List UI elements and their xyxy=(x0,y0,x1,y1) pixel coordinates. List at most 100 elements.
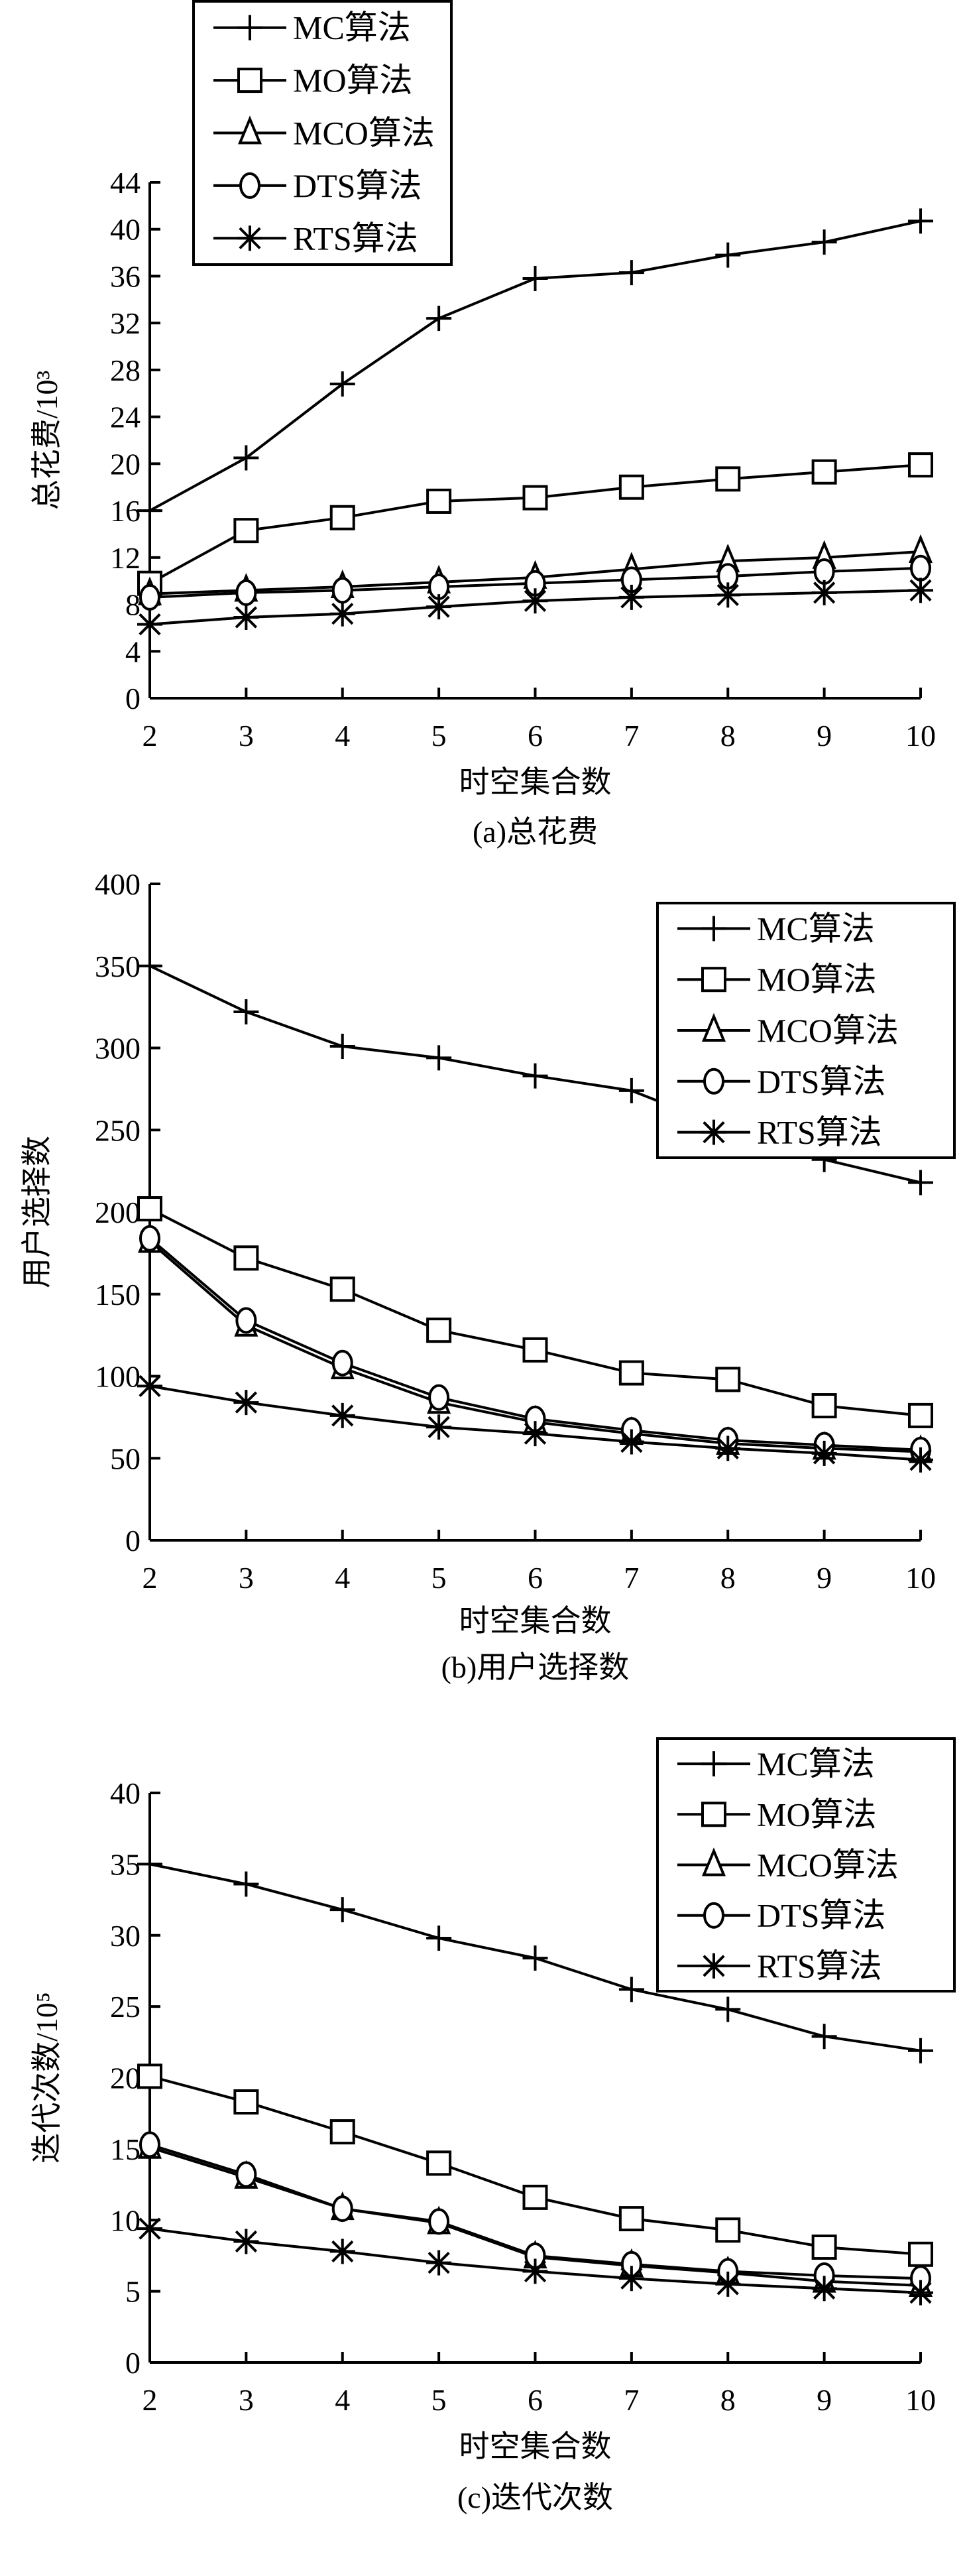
legend-label: DTS算法 xyxy=(293,167,422,204)
data-point-asterisk xyxy=(715,1436,741,1461)
data-point-asterisk xyxy=(233,604,259,630)
series-asterisk xyxy=(137,2216,933,2305)
x-tick-label: 7 xyxy=(624,2383,639,2417)
y-tick-label: 44 xyxy=(110,166,141,200)
data-point-asterisk xyxy=(618,2266,644,2292)
y-tick-label: 0 xyxy=(125,2346,141,2380)
x-tick-label: 9 xyxy=(817,719,832,753)
data-point-square xyxy=(618,1360,644,1386)
data-point-plus xyxy=(329,1034,355,1060)
series-asterisk xyxy=(137,578,933,637)
x-axis-label: 时空集合数 xyxy=(459,765,612,799)
legend-label: MO算法 xyxy=(757,1796,877,1833)
legend-label: RTS算法 xyxy=(757,1114,882,1151)
data-point-asterisk xyxy=(522,1421,548,1447)
y-tick-label: 25 xyxy=(110,1990,141,2024)
legend: MC算法 MO算法 MCO算法 DTS算法 RTS算法 xyxy=(656,1737,956,1993)
data-point-square xyxy=(811,1393,837,1419)
legend-marker-square xyxy=(237,68,262,93)
series-square xyxy=(137,452,933,596)
x-tick-label: 2 xyxy=(142,719,158,753)
legend-item: RTS算法 xyxy=(677,1114,882,1151)
data-point-plus xyxy=(233,445,259,471)
data-point-square xyxy=(715,2217,741,2243)
x-tick-label: 9 xyxy=(817,2383,832,2417)
data-point-asterisk xyxy=(137,2216,162,2242)
x-axis-label: 时空集合数 xyxy=(459,2429,612,2463)
y-tick-label: 36 xyxy=(110,259,141,293)
data-point-square xyxy=(908,452,933,478)
x-tick-label: 3 xyxy=(239,1561,254,1595)
data-point-square xyxy=(329,505,355,530)
data-point-asterisk xyxy=(233,1390,259,1416)
data-point-asterisk xyxy=(522,2258,548,2284)
data-point-square xyxy=(329,2119,355,2145)
x-tick-label: 10 xyxy=(905,2383,936,2417)
data-point-asterisk xyxy=(329,1402,355,1428)
data-point-asterisk xyxy=(137,611,162,637)
legend: MC算法 MO算法 MCO算法 DTS算法 RTS算法 xyxy=(656,902,956,1159)
data-point-asterisk xyxy=(811,580,837,605)
data-point-plus xyxy=(618,1077,644,1103)
x-tick-label: 4 xyxy=(335,2383,350,2417)
data-point-circle xyxy=(235,2161,257,2188)
legend-label: MO算法 xyxy=(293,62,413,99)
y-tick-label: 32 xyxy=(110,306,141,340)
data-point-asterisk xyxy=(426,1414,452,1440)
legend-marker-circle xyxy=(703,1068,724,1095)
y-tick-label: 50 xyxy=(110,1441,141,1475)
data-point-circle xyxy=(139,583,160,611)
data-point-asterisk xyxy=(426,2250,452,2276)
data-point-circle xyxy=(139,2131,160,2158)
data-point-plus xyxy=(233,1871,259,1897)
legend-label: MCO算法 xyxy=(757,1012,899,1049)
y-tick-label: 30 xyxy=(110,1919,141,1953)
x-axis-label: 时空集合数 xyxy=(459,1604,612,1638)
y-tick-label: 8 xyxy=(125,588,141,622)
data-point-plus xyxy=(908,208,933,234)
x-tick-label: 4 xyxy=(335,719,350,753)
data-point-plus xyxy=(522,1945,548,1971)
data-point-plus xyxy=(811,229,837,255)
legend-marker-circle xyxy=(703,1902,724,1929)
data-point-square xyxy=(426,488,452,514)
legend-label: DTS算法 xyxy=(757,1063,885,1100)
legend-item: MO算法 xyxy=(677,1796,877,1833)
y-tick-label: 16 xyxy=(110,494,141,528)
legend-label: MC算法 xyxy=(293,9,411,46)
data-point-plus xyxy=(137,1851,162,1877)
data-point-square xyxy=(233,1245,259,1271)
data-point-square xyxy=(522,2184,548,2210)
data-point-square xyxy=(426,1318,452,1343)
data-point-asterisk xyxy=(329,601,355,627)
data-point-asterisk xyxy=(811,2276,837,2301)
data-point-circle xyxy=(813,558,835,585)
legend-marker-plus xyxy=(701,916,726,942)
data-point-asterisk xyxy=(908,578,933,603)
data-point-square xyxy=(137,1196,162,1222)
data-point-plus xyxy=(329,1897,355,1923)
y-tick-label: 40 xyxy=(110,1776,141,1810)
x-tick-label: 4 xyxy=(335,1561,350,1595)
data-point-asterisk xyxy=(329,2239,355,2264)
legend-marker-asterisk xyxy=(237,225,262,251)
data-point-circle xyxy=(139,1225,160,1252)
legend-item: DTS算法 xyxy=(213,167,422,204)
legend-label: RTS算法 xyxy=(293,219,418,257)
data-point-square xyxy=(715,1367,741,1392)
x-tick-label: 8 xyxy=(720,2383,736,2417)
data-point-circle xyxy=(910,554,931,582)
data-point-plus xyxy=(715,1996,741,2022)
legend-item: DTS算法 xyxy=(677,1063,885,1100)
y-tick-label: 350 xyxy=(95,950,141,983)
data-point-asterisk xyxy=(137,1373,162,1399)
y-tick-label: 40 xyxy=(110,213,141,247)
series-asterisk xyxy=(137,1373,933,1473)
legend-item: MC算法 xyxy=(677,910,875,947)
x-tick-label: 6 xyxy=(528,719,543,753)
legend-item: MO算法 xyxy=(677,961,877,998)
y-tick-label: 15 xyxy=(110,2132,141,2166)
data-point-asterisk xyxy=(715,2271,741,2297)
x-tick-label: 2 xyxy=(142,1561,158,1595)
data-point-square xyxy=(426,2150,452,2176)
